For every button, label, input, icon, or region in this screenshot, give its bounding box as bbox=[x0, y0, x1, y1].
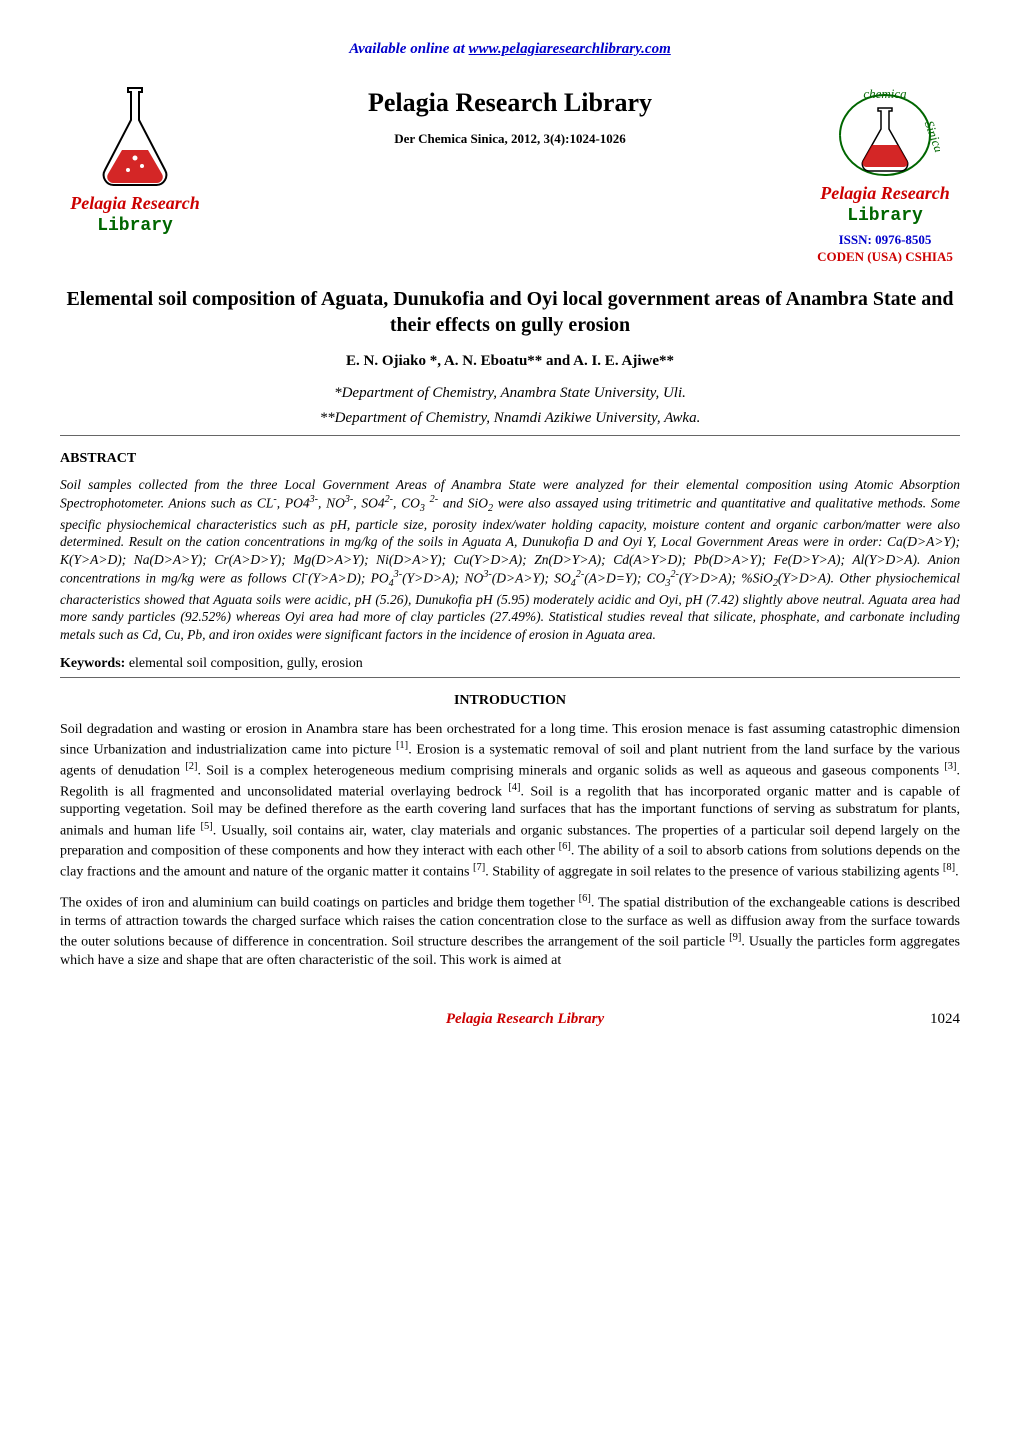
keywords-line: Keywords: elemental soil composition, gu… bbox=[60, 655, 960, 673]
intro-paragraph-2: The oxides of iron and aluminium can bui… bbox=[60, 892, 960, 970]
svg-text:chemica: chemica bbox=[863, 86, 907, 101]
svg-text:Sinica: Sinica bbox=[922, 118, 940, 154]
article-title: Elemental soil composition of Aguata, Du… bbox=[60, 286, 960, 338]
issn-text: ISSN: 0976-8505 bbox=[839, 232, 932, 249]
keywords-text: elemental soil composition, gully, erosi… bbox=[125, 656, 362, 671]
footer-journal-name: Pelagia Research Library bbox=[120, 1010, 930, 1030]
introduction-heading: INTRODUCTION bbox=[60, 692, 960, 710]
header-center: Pelagia Research Library Der Chemica Sin… bbox=[210, 80, 810, 149]
divider-after-affiliations bbox=[60, 435, 960, 436]
logo-right-sub: Library bbox=[847, 205, 923, 228]
journal-title: Pelagia Research Library bbox=[220, 86, 800, 120]
coden-text: CODEN (USA) CSHIA5 bbox=[817, 249, 953, 266]
logo-left-sub: Library bbox=[97, 215, 173, 238]
authors-line: E. N. Ojiako *, A. N. Eboatu** and A. I.… bbox=[60, 352, 960, 372]
page-footer: Pelagia Research Library 1024 bbox=[60, 1010, 960, 1030]
affiliation-2: **Department of Chemistry, Nnamdi Azikiw… bbox=[60, 409, 960, 429]
affiliation-1: *Department of Chemistry, Anambra State … bbox=[60, 384, 960, 404]
logo-right-main: Pelagia Research bbox=[820, 182, 949, 205]
page-number: 1024 bbox=[930, 1010, 960, 1030]
journal-subtitle: Der Chemica Sinica, 2012, 3(4):1024-1026 bbox=[220, 131, 800, 148]
journal-url-link[interactable]: www.pelagiaresearchlibrary.com bbox=[469, 41, 671, 57]
flask-icon bbox=[90, 80, 180, 190]
abstract-body: Soil samples collected from the three Lo… bbox=[60, 476, 960, 644]
logo-left: Pelagia Research Library bbox=[60, 80, 210, 239]
chemica-sinica-icon: chemica Sinica bbox=[830, 80, 940, 180]
abstract-heading: ABSTRACT bbox=[60, 450, 960, 468]
logo-right: chemica Sinica Pelagia Research Library … bbox=[810, 80, 960, 267]
availability-line: Available online at www.pelagiaresearchl… bbox=[60, 40, 960, 60]
divider-after-keywords bbox=[60, 677, 960, 678]
logo-left-main: Pelagia Research bbox=[70, 192, 199, 215]
intro-paragraph-1: Soil degradation and wasting or erosion … bbox=[60, 721, 960, 882]
keywords-label: Keywords: bbox=[60, 656, 125, 671]
header-row: Pelagia Research Library Pelagia Researc… bbox=[60, 80, 960, 267]
availability-prefix: Available online at bbox=[349, 41, 468, 57]
